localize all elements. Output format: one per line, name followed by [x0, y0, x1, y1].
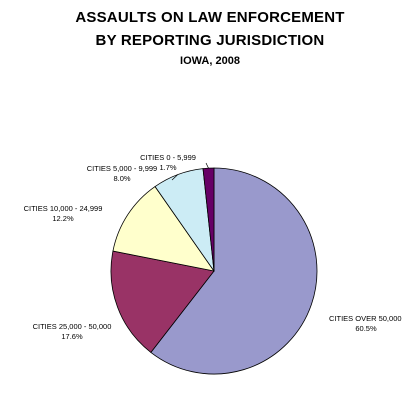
leader-line-cities-0-5-999: [205, 162, 209, 169]
slice-value-cities-25-000-50-000: 17.6%: [61, 332, 83, 341]
slice-label-cities-5-000-9-999: CITIES 5,000 - 9,999: [87, 164, 157, 173]
slice-label-cities-0-5-999: CITIES 0 - 5,999: [140, 153, 196, 162]
pie-slice-cities-25-000-50-000: [110, 250, 215, 353]
leader-line-cities-5-000-9-999: [171, 174, 179, 181]
slice-value-cities-over-50-000: 60.5%: [355, 324, 377, 333]
slice-value-cities-0-5-999: 1.7%: [159, 163, 176, 172]
chart-subtitle: IOWA, 2008: [180, 55, 240, 67]
slice-value-cities-5-000-9-999: 8.0%: [113, 174, 130, 183]
pie-slice-cities-over-50-000: [150, 167, 318, 375]
chart-title-line-1: ASSAULTS ON LAW ENFORCEMENT: [75, 9, 345, 26]
slice-label-cities-10-000-24-999: CITIES 10,000 - 24,999: [24, 204, 103, 213]
slice-label-cities-over-50-000: CITIES OVER 50,000: [329, 314, 402, 323]
pie-slice-cities-10-000-24-999: [112, 185, 215, 272]
chart-title-line-2: BY REPORTING JURISDICTION: [95, 32, 325, 49]
slice-label-cities-25-000-50-000: CITIES 25,000 - 50,000: [33, 322, 112, 331]
slice-value-cities-10-000-24-999: 12.2%: [52, 214, 74, 223]
